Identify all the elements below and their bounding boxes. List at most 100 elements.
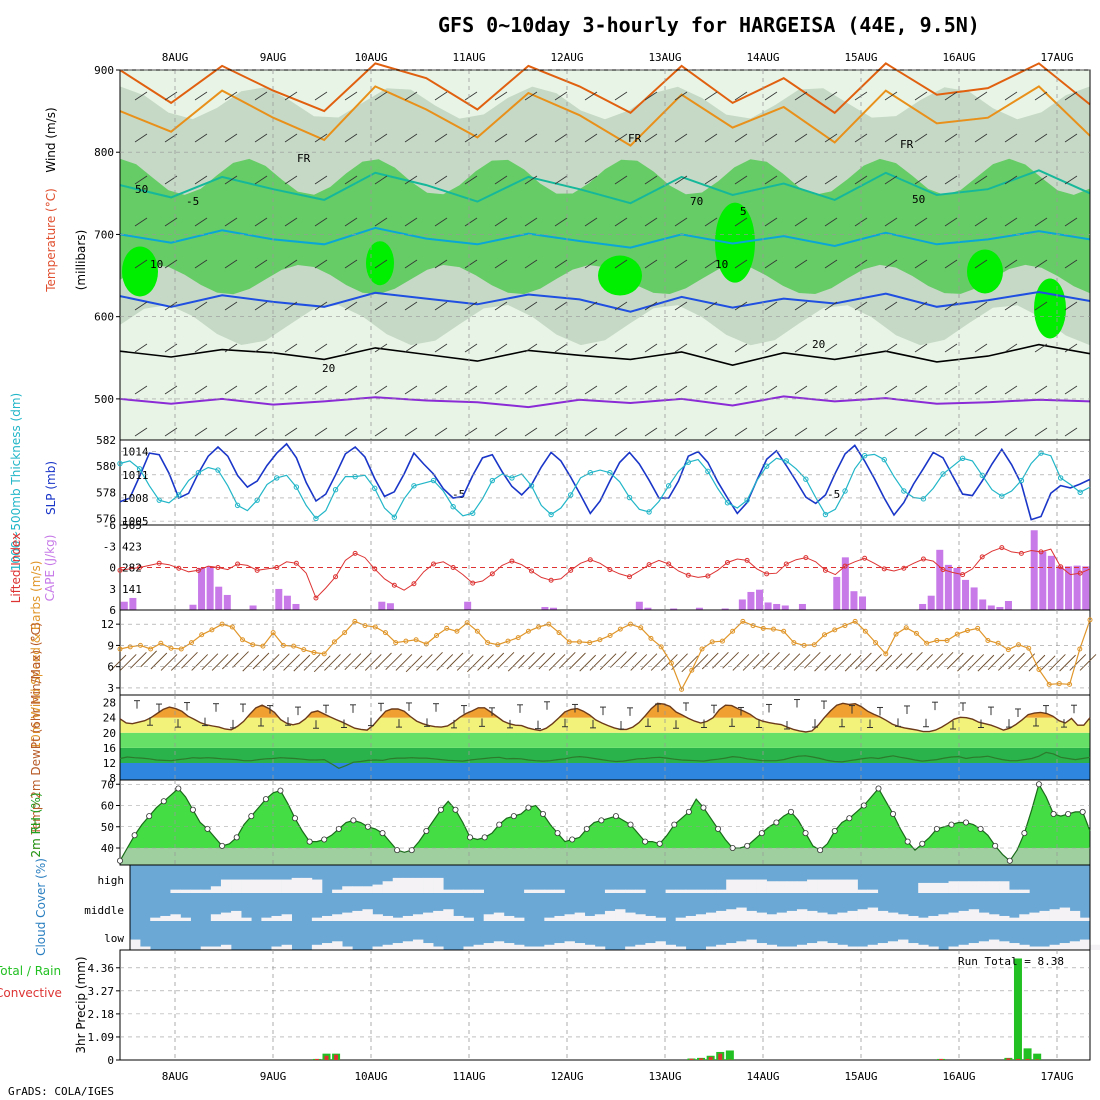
li-marker (431, 561, 437, 567)
wind-speed-marker (842, 623, 848, 629)
wind-speed-marker (525, 628, 531, 634)
wind-barb (914, 133, 928, 143)
wind-barb (254, 91, 268, 101)
wind-barb (674, 427, 688, 437)
cloud-cell (928, 946, 939, 950)
wind-barb (554, 343, 568, 353)
wind-barb-10m (160, 654, 178, 671)
cape-bar (670, 608, 678, 610)
cloud-cell (857, 889, 868, 893)
rh-marker (1050, 811, 1057, 818)
cloud-cell (706, 912, 717, 921)
wind-barb (884, 175, 898, 185)
wind-speed-marker (638, 625, 644, 631)
thickness-marker (450, 503, 456, 510)
wind-speed-marker (454, 628, 460, 634)
wind-barb (974, 175, 988, 185)
run-total-label: Run Total = 8.38 (958, 955, 1064, 968)
wind-axis-title: Wind (m/s) (44, 107, 58, 172)
wind-barb (974, 301, 988, 311)
wind-barb (464, 385, 478, 395)
cape-bar (721, 608, 729, 610)
cape-axis-title: CAPE (J/kg) (43, 535, 57, 602)
wind-barb (134, 133, 148, 143)
wind-barb-10m (446, 652, 464, 670)
cloud-cell (382, 944, 394, 950)
precip-total-bar (725, 1050, 734, 1060)
cloud-cell (716, 944, 727, 950)
thickness-marker (646, 509, 652, 515)
wind-barb (134, 343, 148, 353)
wind-barb-10m (262, 654, 280, 671)
wind-barb (824, 175, 838, 185)
wind-barb (464, 133, 478, 143)
cloud-cell (372, 914, 383, 921)
wind-barb (674, 343, 688, 353)
slp-tick: 1008 (122, 492, 149, 505)
bottom-date-label: 10AUG (354, 1070, 387, 1083)
precip-conv-bar (699, 1058, 704, 1060)
cloud-cell (301, 877, 313, 893)
wind-barb-10m (569, 652, 586, 670)
wind-barb (224, 301, 238, 311)
wind-barb (314, 133, 328, 143)
wind-speed-marker (985, 637, 991, 643)
cloud-cell (180, 889, 191, 893)
wind-barb (284, 427, 298, 437)
rh-marker (379, 830, 386, 837)
cape-bar (206, 566, 214, 610)
cloud-cell (1019, 889, 1030, 893)
top-date-label: 10AUG (354, 51, 387, 64)
top-date-label: 11AUG (452, 51, 485, 64)
wind-barb-10m (599, 653, 617, 671)
precip-total-bar (1013, 958, 1022, 1060)
rh-marker (525, 804, 532, 811)
rh-marker (219, 842, 226, 849)
wind-barb (254, 385, 268, 395)
cloud-cell (807, 879, 818, 893)
wind-barb (404, 175, 418, 185)
wind10m-axis-title: 10m Wind Speed & Barbs (m/s) (29, 561, 43, 750)
wind-barb (524, 91, 538, 101)
thickness-marker (156, 497, 162, 503)
wind-barb (464, 259, 478, 269)
cape-bar (738, 599, 746, 610)
wind-speed-marker (924, 640, 930, 646)
li-marker (705, 573, 711, 579)
cloud-cell (655, 941, 666, 950)
wind-barb (674, 301, 688, 311)
wind-barb-10m (773, 653, 791, 671)
precip-total-bar (1033, 1053, 1042, 1060)
wind-speed-marker (229, 624, 235, 630)
dewpoint-line (119, 751, 1091, 769)
cloud-cell (402, 915, 414, 921)
cloud-cell (443, 889, 454, 893)
cape-bar (859, 596, 867, 610)
wind-barb (914, 427, 928, 437)
wind-speed-marker (1016, 642, 1022, 648)
wind-barb (1064, 301, 1078, 311)
wind-barb-10m (752, 652, 770, 670)
tick-label: 1.09 (88, 1031, 115, 1044)
wind-barb (1034, 91, 1048, 101)
li-tick: 3 (109, 583, 116, 596)
wind-speed-marker (954, 631, 960, 637)
wind-barb (734, 175, 748, 185)
thickness-marker (411, 483, 417, 489)
wind-barb (734, 427, 748, 437)
thickness-marker (509, 475, 515, 481)
cloud-cell (433, 877, 444, 893)
wind-speed-marker (423, 641, 429, 647)
tick-label: 70 (101, 778, 114, 791)
rh-marker (627, 821, 634, 828)
wind-barb (854, 343, 868, 353)
li-marker (920, 556, 926, 562)
cloud-cell (746, 939, 757, 950)
wind-barb (1034, 385, 1048, 395)
cloud-cell (604, 910, 616, 921)
thickness-marker (842, 488, 848, 494)
contour-label: 20 (322, 362, 335, 375)
top-date-label: 15AUG (844, 51, 877, 64)
wind-barb (824, 301, 838, 311)
